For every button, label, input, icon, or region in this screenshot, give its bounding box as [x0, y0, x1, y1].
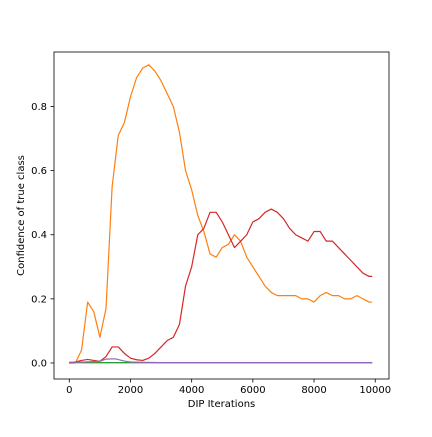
plot-lines [69, 65, 372, 363]
x-tick-label: 10000 [359, 385, 391, 396]
y-tick-label: 0.2 [31, 294, 47, 305]
y-tick-label: 0.0 [31, 358, 47, 369]
y-axis: 0.0 0.2 0.4 0.6 0.8 [31, 102, 54, 369]
y-tick-label: 0.6 [31, 166, 47, 177]
x-tick-label: 6000 [240, 385, 265, 396]
y-tick-label: 0.8 [31, 102, 47, 113]
y-axis-label: Confidence of true class [16, 155, 27, 276]
series-line-4 [69, 209, 372, 363]
plot-area-frame [54, 52, 389, 379]
x-tick-label: 2000 [118, 385, 143, 396]
series-line-2 [69, 65, 372, 363]
x-tick-label: 0 [66, 385, 72, 396]
x-axis: 0 2000 4000 6000 8000 10000 [66, 379, 391, 396]
y-tick-label: 0.4 [31, 230, 47, 241]
x-tick-label: 8000 [301, 385, 326, 396]
x-axis-label: DIP Iterations [188, 399, 256, 410]
x-tick-label: 4000 [179, 385, 204, 396]
